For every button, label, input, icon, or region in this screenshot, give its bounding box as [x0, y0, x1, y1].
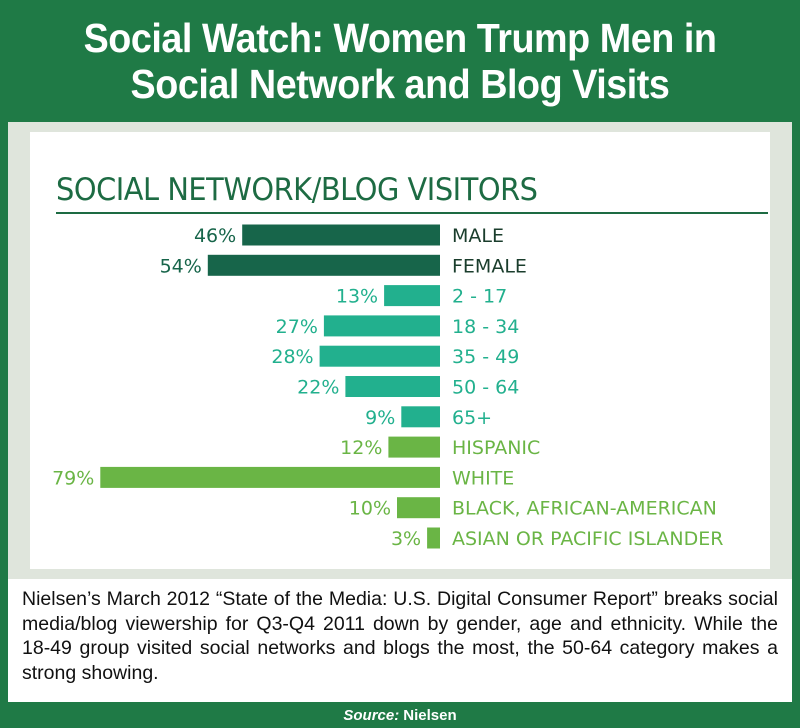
value-label-3: 27% — [276, 316, 318, 338]
category-label-4: 35 - 49 — [452, 346, 519, 368]
value-label-8: 79% — [52, 467, 94, 489]
bar-5 — [345, 376, 440, 397]
bar-3 — [323, 315, 440, 337]
title-rule — [56, 212, 768, 214]
category-label-7: HISPANIC — [452, 437, 540, 459]
bar-4 — [319, 345, 440, 367]
value-label-5: 22% — [297, 377, 339, 399]
value-label-1: 54% — [160, 255, 202, 277]
description-text: Nielsen’s March 2012 “State of the Media… — [22, 588, 778, 684]
header: Social Watch: Women Trump Men in Social … — [0, 0, 800, 122]
bar-0 — [242, 224, 440, 246]
value-label-9: 10% — [349, 498, 391, 520]
bar-2 — [384, 285, 440, 307]
chart-card: SOCIAL NETWORK/BLOG VISITORS 46% MALE 54% F… — [30, 132, 770, 569]
category-label-10: ASIAN OR PACIFIC ISLANDER — [452, 528, 723, 550]
value-label-7: 12% — [340, 437, 382, 459]
category-label-2: 2 - 17 — [452, 286, 507, 308]
source-name: Nielsen — [403, 706, 457, 724]
category-label-3: 18 - 34 — [452, 316, 519, 338]
category-label-1: FEMALE — [452, 255, 527, 277]
source-footer: Source: Nielsen — [0, 702, 800, 728]
value-label-2: 13% — [336, 286, 378, 308]
chart-panel: SOCIAL NETWORK/BLOG VISITORS 46% MALE 54% F… — [8, 122, 792, 579]
bar-7 — [388, 436, 440, 458]
category-label-8: WHITE — [452, 467, 514, 489]
value-label-0: 46% — [194, 225, 236, 247]
chart-title: SOCIAL NETWORK/BLOG VISITORS — [56, 172, 538, 208]
value-label-6: 9% — [365, 407, 395, 429]
category-label-6: 65+ — [452, 407, 492, 429]
page-title: Social Watch: Women Trump Men in Social … — [83, 15, 717, 107]
description-box: Nielsen’s March 2012 “State of the Media… — [8, 579, 792, 702]
value-label-10: 3% — [391, 528, 421, 550]
bar-1 — [207, 254, 440, 276]
category-label-0: MALE — [452, 225, 504, 247]
bar-6 — [401, 406, 440, 428]
bar-10 — [427, 527, 440, 549]
value-label-4: 28% — [271, 346, 313, 368]
bar-8 — [100, 466, 441, 488]
category-label-5: 50 - 64 — [452, 377, 519, 399]
source-label: Source: — [343, 706, 400, 724]
bar-chart: 46% MALE 54% FEMALE 13% 2 - 17 27% 18 - 34 28% 35… — [52, 224, 723, 550]
category-label-9: BLACK, AFRICAN-AMERICAN — [452, 498, 717, 520]
bar-9 — [397, 497, 440, 519]
